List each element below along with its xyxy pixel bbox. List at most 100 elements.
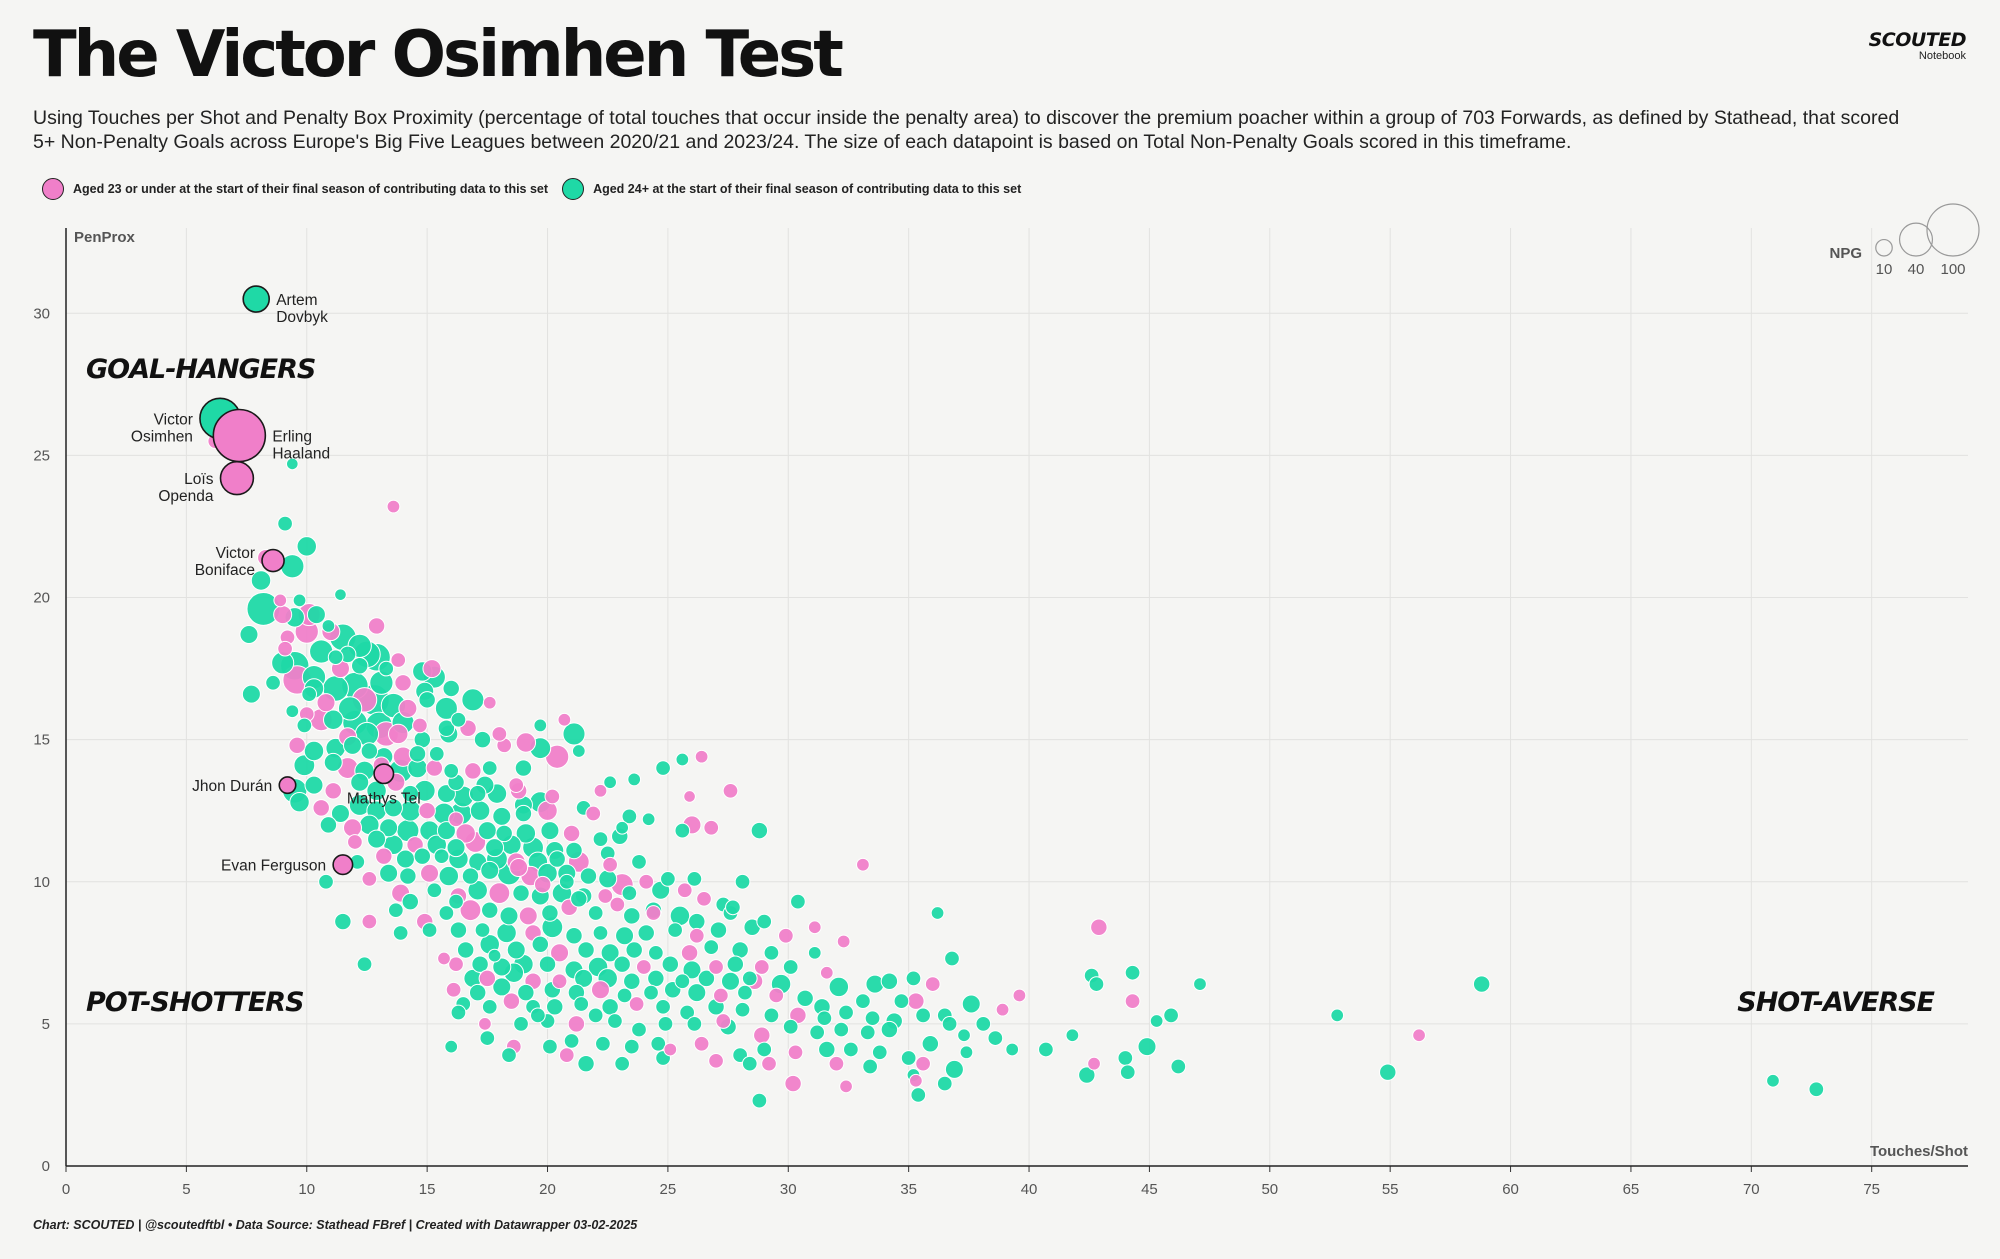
point-old bbox=[1065, 1028, 1080, 1043]
point-old bbox=[367, 829, 387, 849]
point-old bbox=[957, 1028, 971, 1043]
point-old bbox=[250, 570, 272, 591]
point-old bbox=[782, 1018, 799, 1035]
point-young bbox=[680, 944, 699, 962]
point-old bbox=[625, 941, 643, 959]
point-young bbox=[388, 723, 409, 745]
point-young bbox=[778, 927, 794, 944]
point-old bbox=[379, 863, 399, 883]
point-young bbox=[638, 873, 655, 890]
point-young bbox=[562, 824, 581, 843]
point-old bbox=[565, 927, 583, 945]
point-young bbox=[1412, 1028, 1426, 1043]
point-old bbox=[533, 718, 548, 733]
point-young bbox=[663, 1042, 678, 1057]
color-legend: Aged 23 or under at the start of their f… bbox=[42, 178, 1035, 200]
point-young bbox=[273, 593, 288, 608]
player-label: Evan Ferguson bbox=[221, 858, 326, 875]
point-old bbox=[579, 867, 598, 885]
point-old bbox=[763, 1007, 780, 1024]
point-old bbox=[327, 649, 344, 666]
point-young bbox=[420, 863, 440, 883]
point-young bbox=[412, 717, 428, 734]
point-old bbox=[616, 987, 633, 1004]
point-young bbox=[590, 980, 610, 1000]
point-young bbox=[277, 640, 293, 657]
point-old bbox=[496, 922, 517, 944]
legend-item-young: Aged 23 or under at the start of their f… bbox=[42, 178, 548, 200]
point-old bbox=[686, 1016, 703, 1032]
point-old bbox=[1117, 1050, 1134, 1066]
point-young bbox=[455, 823, 476, 844]
point-old bbox=[601, 998, 619, 1016]
point-old bbox=[540, 821, 560, 841]
point-old bbox=[641, 812, 656, 827]
point-young bbox=[676, 882, 693, 899]
point-old bbox=[426, 882, 443, 899]
point-old bbox=[437, 719, 456, 737]
point-young bbox=[557, 712, 572, 727]
point-old bbox=[531, 935, 550, 954]
point-young bbox=[544, 788, 561, 805]
point-old bbox=[450, 711, 467, 728]
player-label: Erling bbox=[272, 428, 312, 445]
point-old bbox=[514, 804, 533, 823]
point-young bbox=[753, 1026, 771, 1044]
point-old bbox=[285, 704, 300, 719]
point-young bbox=[288, 736, 306, 755]
point-old bbox=[350, 772, 370, 792]
point-old bbox=[655, 760, 671, 776]
player-label: Victor bbox=[216, 545, 255, 562]
y-tick-label: 5 bbox=[42, 1016, 50, 1033]
point-old bbox=[392, 925, 409, 941]
point-old bbox=[418, 691, 436, 709]
point-old bbox=[334, 912, 352, 931]
y-tick-label: 10 bbox=[33, 874, 50, 891]
point-old bbox=[862, 1058, 878, 1075]
point-old bbox=[481, 760, 498, 776]
point-old bbox=[571, 744, 586, 758]
point-old bbox=[838, 1004, 854, 1021]
point-old bbox=[401, 784, 420, 803]
point-old bbox=[720, 971, 741, 991]
legend-swatch-old bbox=[562, 178, 585, 200]
point-old bbox=[477, 821, 497, 841]
point-old bbox=[487, 948, 502, 963]
point-old bbox=[647, 969, 665, 988]
x-axis-label: Touches/Shot bbox=[1870, 1143, 1968, 1160]
point-old bbox=[893, 993, 910, 1009]
point-old bbox=[880, 972, 899, 990]
point-old bbox=[941, 1016, 958, 1032]
point-young bbox=[807, 920, 822, 935]
chart-title: The Victor Osimhen Test bbox=[33, 18, 844, 92]
point-old bbox=[513, 1016, 529, 1032]
point-old bbox=[337, 696, 363, 721]
point-old bbox=[818, 1040, 836, 1059]
point-old bbox=[330, 804, 350, 824]
point-old bbox=[1808, 1081, 1825, 1098]
player-label: Openda bbox=[158, 488, 214, 505]
point-old bbox=[301, 686, 318, 703]
player-label: Mathys Tel bbox=[347, 790, 421, 807]
point-old bbox=[674, 973, 691, 990]
point-young bbox=[478, 969, 497, 988]
point-old bbox=[843, 1041, 859, 1058]
point-old bbox=[530, 1007, 546, 1024]
point-young bbox=[448, 956, 464, 973]
point-old bbox=[548, 850, 566, 868]
x-tick-label: 10 bbox=[298, 1181, 315, 1198]
point-old bbox=[910, 1087, 927, 1103]
point-old bbox=[807, 945, 822, 960]
data-points bbox=[207, 433, 1825, 1109]
point-old bbox=[562, 722, 586, 746]
point-young bbox=[768, 987, 785, 1004]
point-old bbox=[387, 902, 404, 919]
point-young bbox=[995, 1002, 1010, 1017]
point-old bbox=[1766, 1073, 1780, 1088]
point-old bbox=[961, 994, 981, 1014]
point-old bbox=[756, 1041, 773, 1058]
point-old bbox=[607, 1013, 623, 1029]
point-old bbox=[709, 921, 728, 939]
